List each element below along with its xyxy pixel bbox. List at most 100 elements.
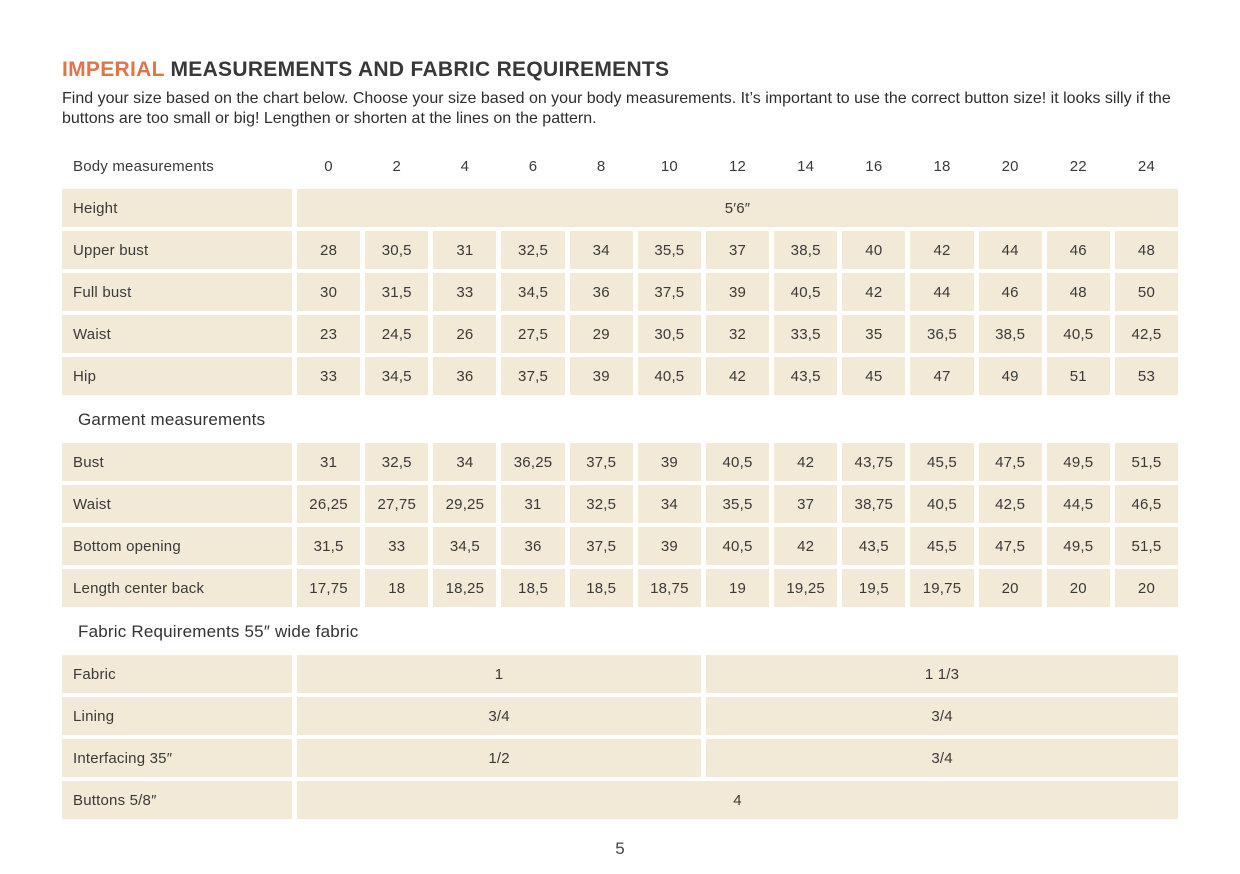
measurement-cell: 51,5: [1114, 527, 1179, 565]
measurement-cell: 29: [569, 315, 633, 353]
row-label: Waist: [62, 315, 292, 353]
measurement-cell: 33: [297, 357, 361, 395]
measurement-cell: 23: [297, 315, 361, 353]
row-bust: Bust 31 32,5 34 36,25 37,5 39 40,5 42 43,75 45,5 47…: [62, 443, 1179, 481]
measurement-cell: 33,5: [774, 315, 838, 353]
measurement-cell: 37,5: [637, 273, 701, 311]
size-column-header: 16: [865, 157, 883, 175]
measurement-cell: 27,5: [501, 315, 565, 353]
measurement-cell: 34: [637, 485, 701, 523]
measurement-cell: 38,5: [978, 315, 1042, 353]
measurement-cell: 40,5: [1046, 315, 1110, 353]
measurement-cell: 53: [1114, 357, 1179, 395]
measurement-cell: 30,5: [365, 231, 429, 269]
measurement-cell: 19,25: [774, 569, 838, 607]
row-values: 3/4 3/4: [297, 697, 1178, 735]
row-buttons-5-8: Buttons 5/8″ 4: [62, 781, 1178, 819]
row-values: 31 32,5 34 36,25 37,5 39 40,5 42 43,75 45,5 47,5 49…: [297, 443, 1179, 481]
measurement-cell: 45,5: [910, 443, 974, 481]
measurement-cell: 51,5: [1114, 443, 1179, 481]
row-values: 30 31,5 33 34,5 36 37,5 39 40,5 42 44 46 48 50: [297, 273, 1179, 311]
measurement-cell: 34,5: [501, 273, 565, 311]
measurement-cell: 26,25: [297, 485, 361, 523]
measurement-cell: 24,5: [365, 315, 429, 353]
measurement-cell: 37: [705, 231, 770, 269]
size-column-header: 8: [596, 157, 606, 175]
size-column-header: 10: [660, 157, 678, 175]
measurement-cell: 40,5: [774, 273, 838, 311]
measurement-cell: 49: [978, 357, 1042, 395]
left-span-cell: 3/4: [297, 697, 702, 735]
fabric-section-header: Fabric Requirements 55″ wide fabric: [78, 622, 359, 641]
intro-text: Find your size based on the chart below.…: [62, 90, 1171, 127]
size-header-row: Body measurements 0 2 4 6 8 10 12 14 16 18 20 22 24: [62, 151, 1178, 181]
row-label: Bottom opening: [62, 527, 292, 565]
measurement-cell: 39: [637, 443, 701, 481]
row-hip: Hip 33 34,5 36 37,5 39 40,5 42 43,5 45 47 49 51 53: [62, 357, 1179, 395]
row-length-center-back: Length center back 17,75 18 18,25 18,5 18,5 18…: [62, 569, 1179, 607]
measurement-cell: 42: [842, 273, 906, 311]
size-column-header: 0: [324, 157, 333, 175]
measurement-cell: 19,75: [910, 569, 974, 607]
measurement-cell: 37: [774, 485, 838, 523]
measurement-cell: 36: [569, 273, 633, 311]
row-values: 28 30,5 31 32,5 34 35,5 37 38,5 40 42 44 46 48: [297, 231, 1179, 269]
row-label: Full bust: [62, 273, 292, 311]
row-values: 26,25 27,75 29,25 31 32,5 34 35,5 37 38,75 40,5 42…: [297, 485, 1179, 523]
row-values: 5′6″: [297, 189, 1178, 227]
measurement-cell: 32: [705, 315, 770, 353]
measurement-cell: 30,5: [637, 315, 701, 353]
measurement-cell: 31: [433, 231, 497, 269]
measurement-cell: 35,5: [705, 485, 770, 523]
measurement-cell: 43,5: [842, 527, 906, 565]
page-number: 5: [615, 839, 625, 858]
left-span-cell: 1/2: [297, 739, 702, 777]
measurement-cell: 32,5: [365, 443, 429, 481]
measurement-cell: 36,5: [910, 315, 974, 353]
title-rest: MEASUREMENTS AND FABRIC REQUIREMENTS: [164, 58, 670, 81]
measurement-cell: 46: [978, 273, 1042, 311]
row-values: 4: [297, 781, 1178, 819]
size-column-header: 14: [797, 157, 815, 175]
left-span-cell: 1: [297, 655, 702, 693]
measurement-cell: 18,25: [433, 569, 497, 607]
measurement-cell: 40,5: [910, 485, 974, 523]
page-title: IMPERIAL MEASUREMENTS AND FABRIC REQUIRE…: [62, 58, 1178, 82]
size-header-label: Body measurements: [73, 157, 214, 175]
size-header-columns: 0 2 4 6 8 10 12 14 16 18 20 22 24: [297, 151, 1178, 181]
measurement-cell: 42: [774, 443, 838, 481]
measurement-cell: 32,5: [569, 485, 633, 523]
measurement-cell: 36: [433, 357, 497, 395]
row-lining: Lining 3/4 3/4: [62, 697, 1178, 735]
size-column-header: 18: [933, 157, 951, 175]
row-fabric: Fabric 1 1 1/3: [62, 655, 1178, 693]
row-interfacing-35: Interfacing 35″ 1/2 3/4: [62, 739, 1178, 777]
measurement-cell: 38,75: [842, 485, 906, 523]
size-column-header: 12: [728, 157, 747, 175]
measurement-cell: 35: [842, 315, 906, 353]
row-values: 23 24,5 26 27,5 29 30,5 32 33,5 35 36,5 38,5 40,5 42…: [297, 315, 1179, 353]
size-column-header: 6: [528, 157, 538, 175]
measurement-cell: 26: [433, 315, 497, 353]
measurement-cell: 39: [637, 527, 701, 565]
row-bottom-opening: Bottom opening 31,5 33 34,5 36 37,5 39 40,5 42 43…: [62, 527, 1179, 565]
measurement-cell: 18: [365, 569, 429, 607]
measurement-cell: 19,5: [842, 569, 906, 607]
measurement-cell: 30: [297, 273, 361, 311]
measurement-cell: 51: [1046, 357, 1110, 395]
row-label: Height: [62, 189, 292, 227]
measurement-cell: 34,5: [365, 357, 429, 395]
measurement-cell: 42,5: [978, 485, 1042, 523]
row-full-bust: Full bust 30 31,5 33 34,5 36 37,5 39 40,5 42 44 46 4…: [62, 273, 1179, 311]
measurement-cell: 42,5: [1114, 315, 1179, 353]
size-column-header: 2: [392, 157, 401, 175]
measurement-cell: 44: [910, 273, 974, 311]
measurement-cell: 31: [297, 443, 361, 481]
size-column-header: 24: [1137, 157, 1155, 175]
measurement-cell: 19: [705, 569, 770, 607]
measurement-cell: 42: [774, 527, 838, 565]
title-highlight: IMPERIAL: [62, 58, 165, 81]
measurement-cell: 47: [910, 357, 974, 395]
measurement-cell: 31,5: [365, 273, 429, 311]
measurement-cell: 44,5: [1046, 485, 1110, 523]
